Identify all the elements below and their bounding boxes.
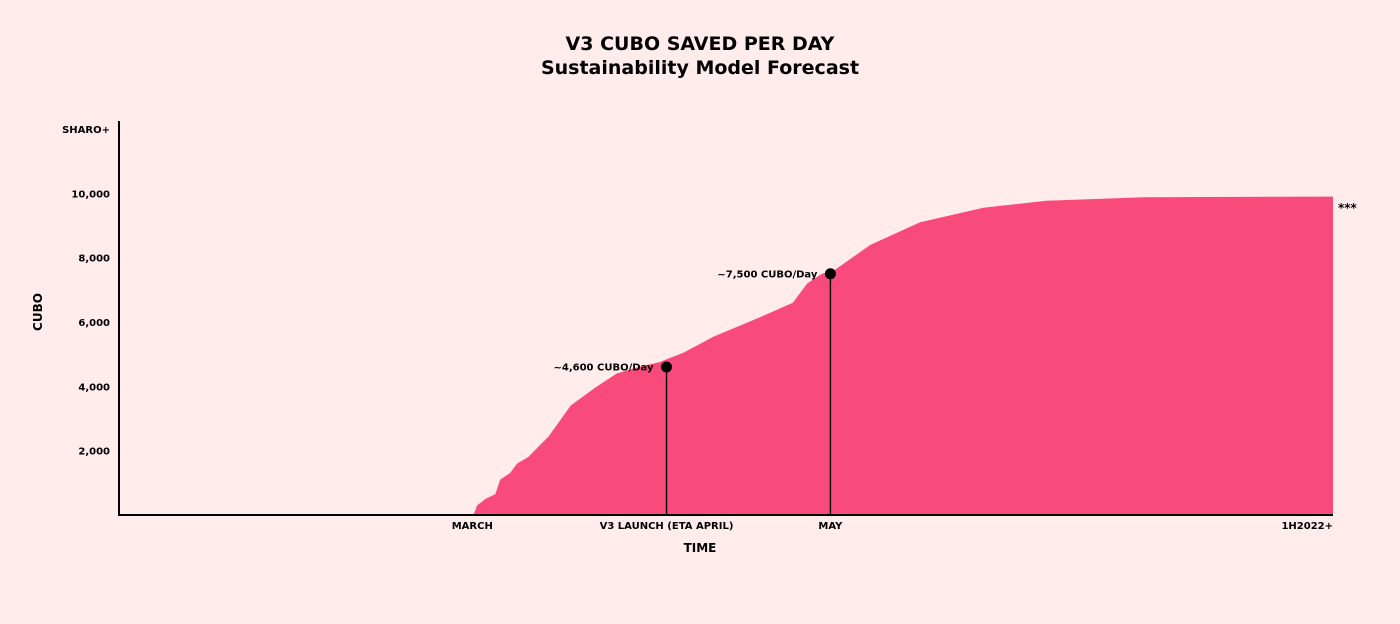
chart-title: V3 CUBO SAVED PER DAY bbox=[566, 33, 835, 55]
annotation-layer: ~4,600 CUBO/Day ~7,500 CUBO/Day bbox=[554, 268, 836, 515]
x-axis-title: TIME bbox=[684, 541, 717, 555]
area-series-0 bbox=[119, 196, 1333, 515]
x-tick-layer: MARCH V3 LAUNCH (ETA APRIL) MAY 1H2022+ bbox=[452, 521, 1333, 532]
y-tick-label: 10,000 bbox=[71, 189, 110, 200]
y-axis-title: CUBO bbox=[31, 293, 45, 331]
y-tick-label: 6,000 bbox=[78, 318, 110, 329]
y-tick-label: 2,000 bbox=[78, 447, 110, 458]
x-tick-label: MAY bbox=[818, 521, 843, 532]
x-tick-label: V3 LAUNCH (ETA APRIL) bbox=[600, 521, 734, 532]
area-layer bbox=[119, 196, 1333, 515]
y-tick-label: 4,000 bbox=[78, 382, 110, 393]
y-tick-label: 8,000 bbox=[78, 254, 110, 265]
annotation-label: ~7,500 CUBO/Day bbox=[717, 269, 817, 280]
x-tick-label: 1H2022+ bbox=[1281, 521, 1333, 532]
annotation-point bbox=[824, 268, 836, 280]
y-tick-layer: 2,000 4,000 6,000 8,000 10,000 SHARO+ bbox=[62, 125, 110, 458]
chart-subtitle: Sustainability Model Forecast bbox=[541, 57, 859, 79]
x-tick-label: MARCH bbox=[452, 521, 493, 532]
annotation-label: ~4,600 CUBO/Day bbox=[554, 363, 654, 374]
annotation-point bbox=[661, 361, 673, 373]
y-tick-label: SHARO+ bbox=[62, 125, 110, 136]
end-marker: *** bbox=[1338, 201, 1358, 215]
